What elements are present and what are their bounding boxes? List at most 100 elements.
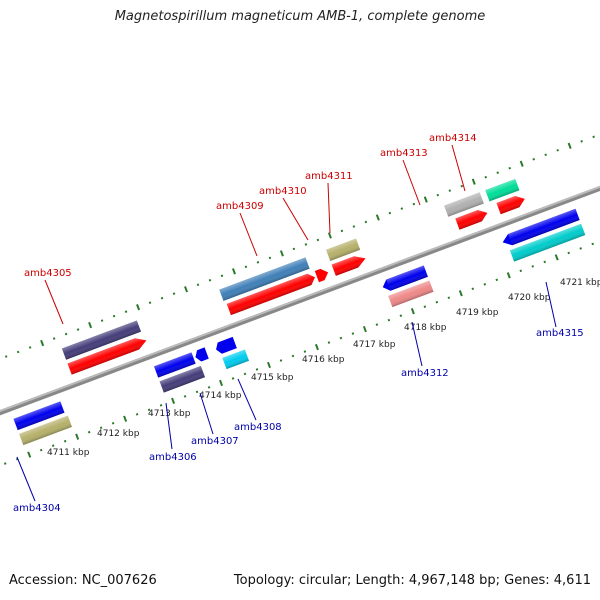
tick-mark-minus — [135, 412, 139, 416]
tick-mark-plus — [567, 142, 572, 149]
gene-label-amb4313[interactable]: amb4313 — [380, 148, 428, 159]
tick-mark-minus — [471, 287, 475, 291]
tick-mark-plus — [268, 256, 272, 260]
tick-mark-plus — [256, 261, 260, 264]
map-title: Magnetospirillum magneticum AMB-1, compl… — [114, 9, 486, 24]
tick-row-plus — [4, 135, 595, 358]
tick-mark-plus — [52, 337, 56, 340]
gene-label-amb4304[interactable]: amb4304 — [13, 503, 61, 514]
tick-mark-plus — [556, 148, 559, 152]
tick-mark-plus — [496, 171, 500, 174]
tick-mark-plus — [184, 286, 188, 293]
kbp-label-4713: 4713 kbp — [148, 409, 191, 419]
tick-mark-plus — [436, 193, 440, 197]
tick-mark-plus — [88, 321, 93, 329]
tick-mark-minus — [554, 254, 559, 261]
tick-mark-plus — [16, 350, 20, 354]
tick-mark-minus — [543, 260, 547, 264]
tick-mark-plus — [304, 243, 308, 246]
gene-amb4308-block[interactable] — [214, 336, 237, 355]
gene-label-amb4310[interactable]: amb4310 — [259, 186, 307, 197]
tick-mark-minus — [123, 415, 128, 422]
leader-amb4315 — [545, 281, 557, 328]
leader-amb4306 — [165, 402, 173, 450]
tick-mark-plus — [28, 346, 32, 349]
tick-mark-plus — [364, 220, 368, 224]
tick-mark-plus — [124, 310, 128, 313]
tick-mark-plus — [340, 229, 344, 233]
tick-mark-plus — [460, 184, 464, 188]
gene-label-amb4315[interactable]: amb4315 — [536, 328, 584, 339]
gene-label-amb4307[interactable]: amb4307 — [191, 436, 239, 447]
tick-mark-minus — [483, 282, 487, 286]
tick-mark-plus — [375, 214, 380, 221]
tick-mark-minus — [519, 269, 523, 273]
tick-row-minus — [3, 242, 594, 465]
tick-mark-plus — [76, 328, 80, 331]
tick-mark-plus — [148, 301, 152, 304]
tick-mark-minus — [314, 343, 319, 351]
tick-mark-plus — [532, 157, 535, 161]
tick-mark-plus — [316, 238, 320, 242]
tick-mark-plus — [352, 225, 356, 228]
tick-mark-minus — [219, 379, 224, 387]
tick-mark-plus — [388, 211, 392, 215]
tick-mark-minus — [410, 308, 415, 315]
tick-mark-plus — [448, 189, 452, 192]
gene-label-amb4311[interactable]: amb4311 — [305, 171, 353, 182]
kbp-label-4714: 4714 kbp — [199, 391, 242, 401]
tick-mark-minus — [435, 300, 439, 304]
tick-mark-plus — [292, 247, 296, 251]
tick-mark-plus — [544, 153, 547, 157]
leader-amb4312 — [411, 321, 423, 367]
tick-mark-plus — [400, 207, 404, 210]
tick-mark-minus — [255, 368, 259, 371]
genome-summary-text: Topology: circular; Length: 4,967,148 bp… — [233, 573, 591, 588]
tick-mark-plus — [172, 292, 176, 296]
gene-label-amb4309[interactable]: amb4309 — [216, 201, 264, 212]
kbp-label-4711: 4711 kbp — [47, 448, 90, 458]
kbp-label-4717: 4717 kbp — [353, 340, 396, 350]
tick-mark-minus — [362, 325, 367, 333]
gene-label-amb4306[interactable]: amb4306 — [149, 452, 197, 463]
tick-mark-minus — [567, 251, 571, 255]
tick-mark-minus — [327, 341, 331, 344]
tick-mark-minus — [87, 430, 91, 434]
gene-label-amb4308[interactable]: amb4308 — [234, 422, 282, 433]
gene-label-amb4305[interactable]: amb4305 — [24, 268, 72, 279]
tick-mark-plus — [508, 166, 512, 170]
gene-label-amb4314[interactable]: amb4314 — [429, 133, 477, 144]
kbp-label-4712: 4712 kbp — [97, 429, 140, 439]
leader-amb4305 — [44, 279, 64, 325]
leader-amb4313 — [402, 159, 421, 206]
tick-mark-plus — [100, 319, 104, 322]
gene-amb4307-arrow[interactable] — [193, 347, 209, 362]
tick-mark-minus — [399, 314, 403, 317]
tick-mark-plus — [160, 296, 164, 300]
kbp-labels: 4711 kbp 4712 kbp 4713 kbp 4714 kbp 4715… — [47, 278, 600, 458]
leader-amb4307 — [199, 392, 214, 435]
tick-mark-minus — [99, 426, 103, 430]
tick-mark-plus — [220, 274, 224, 278]
gene-label-amb4312[interactable]: amb4312 — [401, 368, 449, 379]
tick-mark-minus — [27, 451, 32, 458]
tick-mark-minus — [231, 377, 235, 380]
tick-mark-plus — [112, 314, 116, 318]
gene-amb4310-cds[interactable] — [314, 267, 330, 283]
tick-mark-minus — [375, 323, 379, 326]
tick-mark-minus — [51, 444, 55, 447]
tick-mark-minus — [291, 354, 295, 358]
tick-mark-minus — [183, 395, 187, 398]
kbp-label-4719: 4719 kbp — [456, 308, 499, 318]
tick-mark-plus — [471, 178, 476, 185]
tick-mark-minus — [195, 390, 199, 394]
tick-mark-plus — [136, 304, 141, 311]
tick-mark-plus — [327, 232, 332, 239]
tick-mark-plus — [519, 160, 524, 167]
kbp-label-4718: 4718 kbp — [404, 323, 447, 333]
tick-mark-plus — [40, 339, 45, 347]
label-leaders — [16, 144, 557, 502]
tick-mark-plus — [4, 355, 8, 358]
tick-mark-minus — [458, 290, 463, 297]
